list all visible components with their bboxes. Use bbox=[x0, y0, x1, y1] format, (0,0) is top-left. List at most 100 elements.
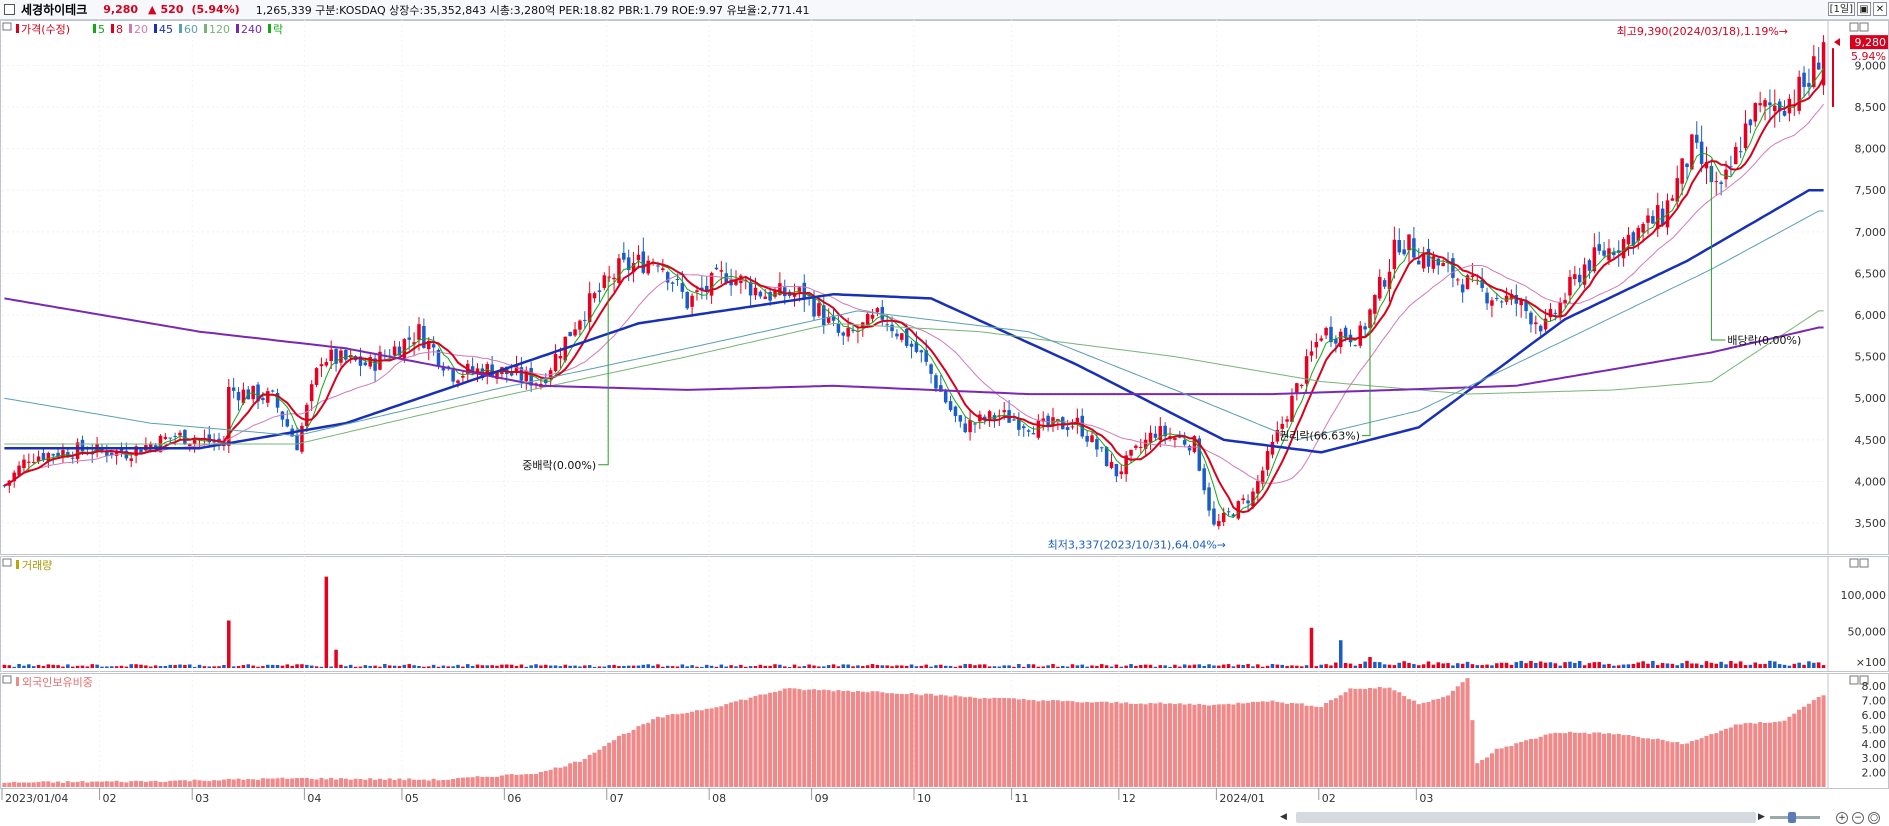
zoom-out-icon[interactable]: − bbox=[1852, 812, 1864, 824]
foreign-ratio-bar bbox=[802, 690, 807, 787]
candle-body bbox=[1285, 419, 1289, 422]
close-icon[interactable]: ✕ bbox=[1873, 2, 1887, 16]
candle-body bbox=[75, 442, 80, 460]
foreign-tick-label: 3.00 bbox=[1862, 752, 1887, 765]
candle-body bbox=[704, 285, 709, 291]
volume-bar bbox=[1631, 663, 1636, 668]
volume-bar bbox=[1187, 665, 1192, 668]
volume-bar bbox=[1012, 666, 1016, 668]
foreign-ratio-bar bbox=[831, 691, 836, 787]
foreign-ratio-bar bbox=[1816, 697, 1821, 787]
foreign-panel-title: 외국인보유비중 bbox=[22, 676, 93, 689]
frn-close-icon[interactable] bbox=[1859, 675, 1869, 685]
candle-body bbox=[1695, 134, 1699, 143]
foreign-ratio-bar bbox=[1767, 722, 1772, 787]
foreign-ratio-bar bbox=[373, 779, 378, 787]
vol-panel-menu-icon[interactable] bbox=[2, 558, 12, 567]
candle-body bbox=[670, 282, 675, 284]
foreign-ratio-bar bbox=[1636, 736, 1641, 787]
volume-bar bbox=[1382, 664, 1387, 668]
volume-bar bbox=[105, 666, 109, 668]
candle-body bbox=[1616, 250, 1621, 253]
volume-bar bbox=[144, 665, 148, 668]
foreign-ratio-bar bbox=[1670, 742, 1675, 787]
foreign-ratio-bar bbox=[850, 691, 856, 787]
foreign-ratio-bar bbox=[875, 691, 880, 787]
zoom-in-icon[interactable]: + bbox=[1836, 812, 1848, 824]
legend-item: 20 bbox=[134, 23, 148, 36]
scroll-left-icon[interactable]: ◀ bbox=[1280, 812, 1287, 822]
volume-bar bbox=[407, 664, 411, 668]
candle-body bbox=[846, 327, 850, 337]
restore-icon[interactable]: ▣ bbox=[1857, 2, 1871, 16]
volume-bar bbox=[612, 664, 616, 668]
price-close-icon[interactable] bbox=[1859, 22, 1869, 32]
candle-body bbox=[1187, 445, 1192, 451]
foreign-ratio-bar bbox=[114, 780, 119, 787]
price-maximize-icon[interactable] bbox=[1849, 22, 1859, 32]
bonus-split-marker bbox=[598, 277, 609, 466]
foreign-ratio-bar bbox=[655, 716, 661, 787]
scroll-right-icon[interactable]: ▶ bbox=[1758, 812, 1765, 822]
volume-bar bbox=[646, 664, 650, 668]
volume-bar bbox=[436, 666, 441, 668]
legend-item: 가격(수정) bbox=[21, 23, 70, 36]
price-panel-menu-icon[interactable] bbox=[2, 22, 12, 31]
candle-body bbox=[436, 349, 441, 366]
foreign-ratio-bar bbox=[1041, 700, 1046, 787]
foreign-ratio-bar bbox=[221, 779, 226, 787]
foreign-ratio-bar bbox=[811, 689, 817, 787]
volume-bar bbox=[309, 665, 314, 668]
foreign-ratio-bar bbox=[1436, 698, 1441, 787]
candle-body bbox=[1109, 461, 1114, 468]
rights-annotation: 권리락(66.63%) bbox=[1279, 430, 1360, 443]
foreign-ratio-bar bbox=[1221, 704, 1226, 787]
volume-bar bbox=[1787, 665, 1792, 668]
candle-body bbox=[1153, 433, 1158, 438]
volume-bar bbox=[56, 665, 60, 668]
foreign-ratio-bar bbox=[1597, 732, 1602, 787]
volume-bar bbox=[909, 664, 914, 668]
volume-bar bbox=[236, 666, 241, 668]
candle-body bbox=[241, 389, 246, 404]
volume-bar bbox=[939, 664, 943, 668]
price-tick-label: 3,500 bbox=[1855, 517, 1887, 530]
volume-bar bbox=[1412, 664, 1416, 668]
foreign-ratio-bar bbox=[1094, 702, 1099, 787]
candle-body bbox=[612, 277, 616, 280]
candle-body bbox=[363, 362, 368, 366]
stock-chart[interactable]: 9,000 8,500 8,000 7,500 7,000 6,500 6,000 5,500… bbox=[0, 20, 1889, 826]
candle-body bbox=[227, 387, 231, 446]
frn-maximize-icon[interactable] bbox=[1849, 675, 1859, 685]
volume-bar bbox=[153, 665, 158, 668]
zoom-slider-knob[interactable] bbox=[1788, 812, 1796, 823]
foreign-ratio-bar bbox=[41, 781, 46, 787]
candle-body bbox=[397, 346, 402, 356]
frn-panel-menu-icon[interactable] bbox=[2, 675, 12, 684]
foreign-ratio-bar bbox=[943, 695, 948, 787]
vol-maximize-icon[interactable] bbox=[1849, 558, 1859, 568]
legend-item: 120 bbox=[209, 23, 230, 36]
foreign-ratio-bar bbox=[36, 782, 41, 787]
foreign-ratio-bar bbox=[1304, 705, 1309, 787]
candle-body bbox=[797, 287, 802, 293]
zoom-reset-icon[interactable]: ○ bbox=[1868, 812, 1880, 824]
candle-body bbox=[529, 368, 533, 386]
window-menu-icon[interactable] bbox=[4, 4, 15, 15]
candle-body bbox=[261, 398, 265, 401]
candle-body bbox=[622, 252, 626, 260]
candle-body bbox=[641, 251, 646, 273]
volume-bar bbox=[1626, 664, 1631, 668]
ma-45-line bbox=[4, 188, 1824, 454]
candle-body bbox=[1134, 445, 1138, 448]
period-button[interactable]: [1일] bbox=[1827, 2, 1855, 16]
rights-marker bbox=[1362, 315, 1371, 437]
foreign-ratio-bar bbox=[1050, 700, 1056, 787]
vol-close-icon[interactable] bbox=[1859, 558, 1869, 568]
candle-body bbox=[1139, 446, 1143, 448]
foreign-ratio-bar bbox=[1046, 700, 1051, 787]
volume-bar bbox=[1451, 665, 1455, 668]
candle-body bbox=[490, 364, 494, 378]
volume-bar bbox=[1426, 661, 1431, 668]
horizontal-scrollbar[interactable] bbox=[1296, 812, 1756, 823]
